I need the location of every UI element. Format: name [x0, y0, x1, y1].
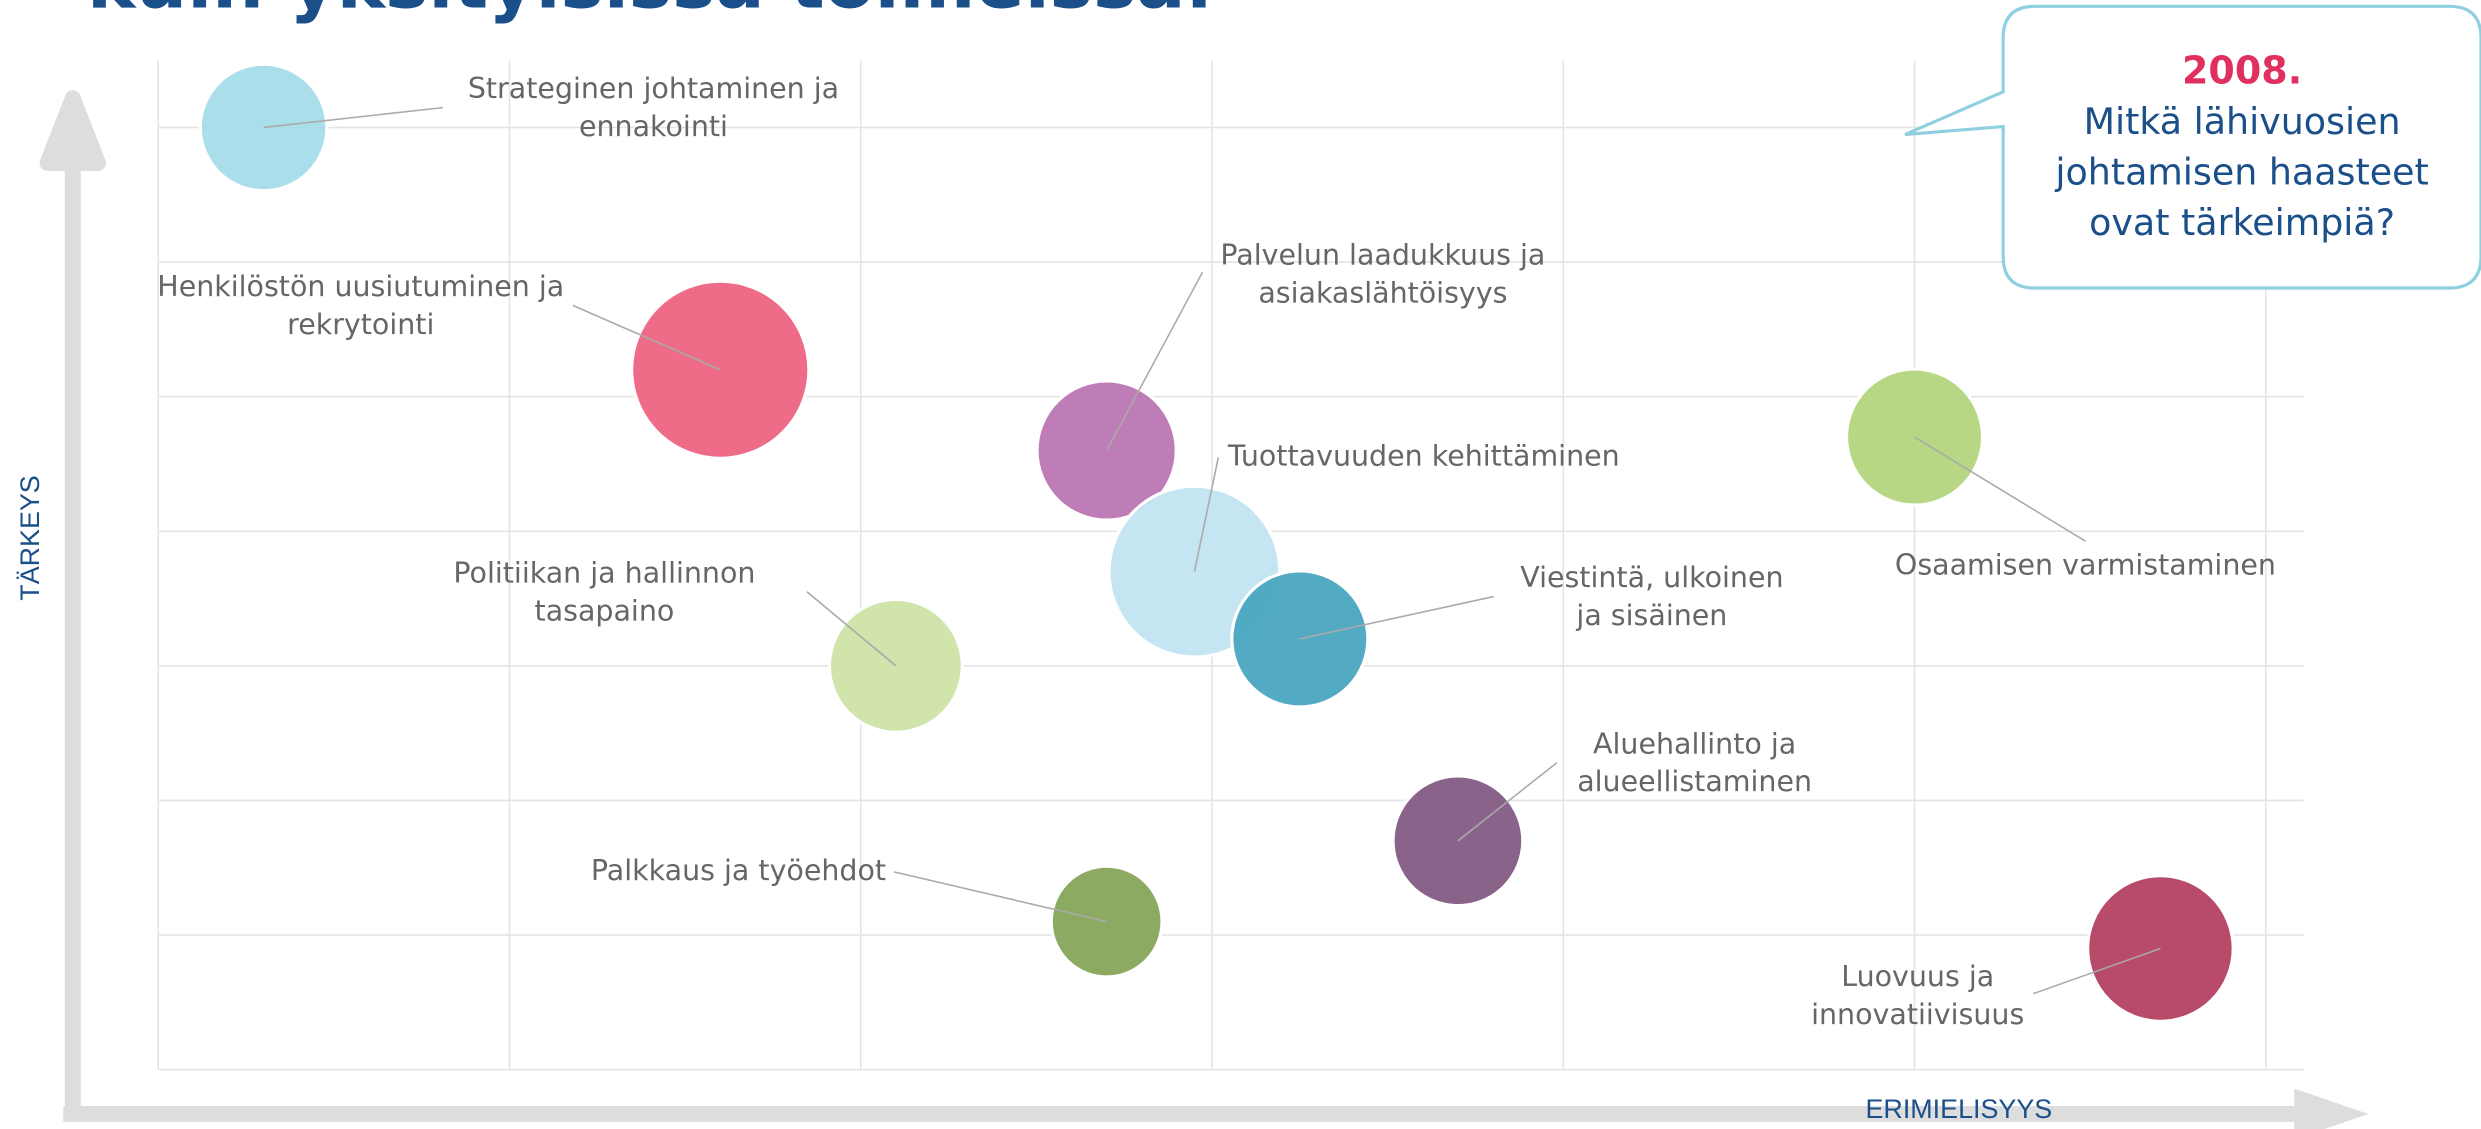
bubble-label: ennakointi — [579, 110, 728, 143]
callout-year: 2008. — [2182, 48, 2302, 92]
bubble-label: Henkilöstön uusiutuminen ja — [157, 270, 564, 303]
leader-line — [263, 106, 444, 129]
bubble-label: Viestintä, ulkoinen — [1520, 561, 1783, 594]
leader-line — [806, 591, 897, 667]
leader-line — [1457, 762, 1558, 842]
x-axis-arrowhead — [2294, 1088, 2369, 1129]
bubbles: Strateginen johtaminen ja ennakointi Henki… — [157, 62, 2276, 1031]
leader-line — [893, 871, 1107, 923]
bubble — [1049, 864, 1164, 979]
callout: 2008. Mitkä lähivuosien johtamisen haast… — [1904, 4, 2481, 290]
callout-line: ovat tärkeimpiä? — [2089, 201, 2395, 244]
leader-line — [1193, 457, 1220, 572]
y-axis-arrow — [39, 90, 107, 1114]
y-axis-label: TÄRKEYS — [15, 475, 45, 600]
callout-line: Mitkä lähivuosien — [2084, 100, 2401, 143]
bubble-label: innovatiivisuus — [1811, 998, 2024, 1031]
leader-line — [2032, 947, 2161, 995]
leader-line — [572, 304, 721, 371]
bubble-label: Tuottavuuden kehittäminen — [1227, 439, 1620, 472]
leader-line — [1105, 271, 1204, 451]
leader-line — [1299, 595, 1494, 640]
bubble-label: rekrytointi — [287, 308, 434, 341]
bubble-label: Osaamisen varmistaminen — [1895, 548, 2276, 581]
bubble — [1230, 569, 1370, 709]
callout-box — [1904, 4, 2481, 290]
bubble-label: Luovuus ja — [1841, 960, 1994, 993]
bubble-label: alueellistaminen — [1577, 765, 1812, 798]
bubble-label: Aluehallinto ja — [1593, 727, 1796, 760]
bubble-label: Politiikan ja hallinnon — [453, 556, 755, 589]
callout-line: johtamisen haasteet — [2054, 151, 2428, 194]
bubble-label: ja sisäinen — [1575, 599, 1727, 632]
slide-title: kuin yksityisissä toimeissa. — [87, 0, 1213, 25]
x-axis-label: ERIMIELISYYS — [1865, 1094, 2052, 1124]
bubble-label: tasapaino — [535, 594, 675, 627]
bubble-label: Strateginen johtaminen ja — [468, 72, 839, 105]
bubble-label: asiakaslähtöisyys — [1258, 276, 1507, 309]
bubble-label: Palvelun laadukkuus ja — [1220, 238, 1545, 271]
leader-line — [1914, 436, 2086, 542]
bubble-label: Palkkaus ja työehdot — [591, 854, 886, 887]
